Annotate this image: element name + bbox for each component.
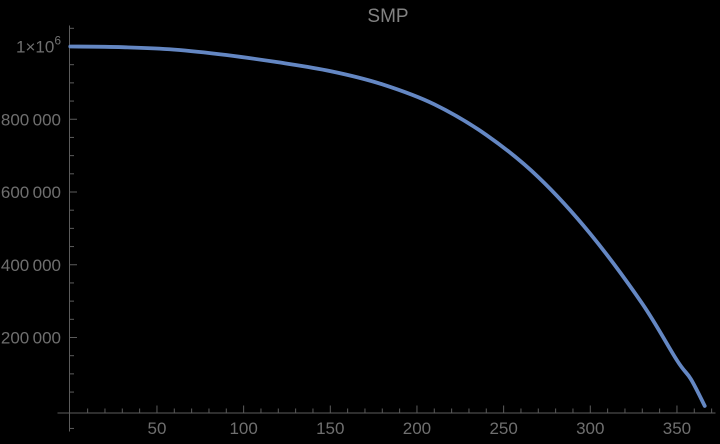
y-tick-label: 1×106	[16, 34, 61, 57]
y-tick-label: 800 000	[1, 110, 61, 129]
y-tick-label: 400 000	[1, 256, 61, 275]
x-tick-label: 100	[229, 419, 257, 438]
x-tick-label: 200	[403, 419, 431, 438]
x-tick-label: 250	[489, 419, 517, 438]
y-tick-label: 200 000	[1, 329, 61, 348]
x-tick-label: 50	[148, 419, 167, 438]
y-tick-label: 600 000	[1, 183, 61, 202]
x-tick-labels: 50 100 150 200 250 300 350	[148, 419, 692, 438]
x-axis	[57, 405, 716, 414]
x-tick-label: 300	[576, 419, 604, 438]
smp-curve	[68, 44, 707, 408]
x-tick-label: 350	[663, 419, 691, 438]
y-tick-labels: 200 000 400 000 600 000 800 000 1×106	[1, 34, 61, 348]
y-axis	[69, 25, 77, 432]
plot-title: SMP	[367, 6, 408, 27]
x-tick-label: 150	[316, 419, 344, 438]
